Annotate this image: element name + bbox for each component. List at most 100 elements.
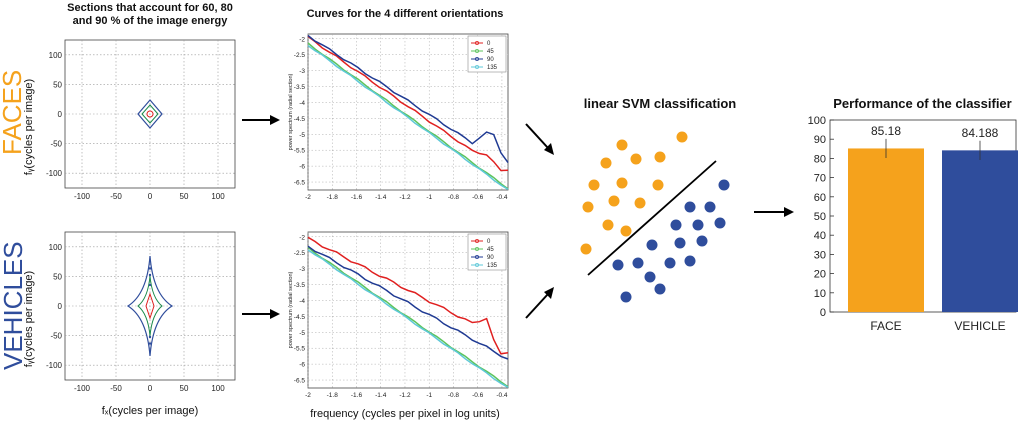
y-tick-label: -2 <box>299 234 305 241</box>
y-tick-label: 50 <box>53 80 62 89</box>
x-tick-label: -50 <box>110 384 122 393</box>
y-axis-label: power spectrum (radial section) <box>288 73 294 150</box>
legend-marker <box>475 49 479 53</box>
x-tick-label: 100 <box>211 192 225 201</box>
faces-fy-label: fᵧ(cycles per image) <box>23 78 35 176</box>
x-tick-label: -0.8 <box>448 392 460 399</box>
faces-spectrum-plot: -2 -1.8 -1.6 -1.4 -1.2 -1 -0.8 -0.6 -0.4 -2 -2.5 -3… <box>288 33 509 201</box>
y-tick-label: -4.5 <box>294 314 306 321</box>
bar-value-label: 85.18 <box>871 124 901 138</box>
x-tick-label: -100 <box>74 384 91 393</box>
y-tick-label: -6.5 <box>294 378 306 385</box>
vehicle-sample-point <box>714 217 726 229</box>
face-sample-point <box>588 179 600 191</box>
y-tick-label: -50 <box>50 140 62 149</box>
y-tick-label: -50 <box>50 332 62 341</box>
vehicle-sample-point <box>674 237 686 249</box>
face-sample-point <box>652 179 664 191</box>
sections-title-line1: Sections that account for 60, 80 <box>67 2 233 14</box>
y-tick-label: 10 <box>814 288 826 300</box>
x-tick-label: -1.8 <box>327 392 339 399</box>
fx-label: fₓ(cycles per image) <box>101 405 199 417</box>
vehicle-sample-point <box>718 179 730 191</box>
vehicle-sample-point <box>612 259 624 271</box>
x-tick-label: -1 <box>426 194 432 201</box>
y-tick-label: -2.5 <box>294 52 306 59</box>
y-tick-label: 70 <box>814 173 826 185</box>
contour-90 <box>126 255 174 357</box>
x-tick-label: -1 <box>426 392 432 399</box>
y-tick-label: 20 <box>814 269 826 281</box>
series-45 <box>307 42 509 190</box>
vehicles-spectrum-plot: -2 -1.8 -1.6 -1.4 -1.2 -1 -0.8 -0.6 -0.4 -2 -2.5 -3… <box>288 231 509 399</box>
y-tick-label: 90 <box>814 134 826 146</box>
face-sample-point <box>634 197 646 209</box>
y-tick-label: 50 <box>53 272 62 281</box>
sections-title: Sections that account for 60, 80 and 90 … <box>45 2 255 28</box>
y-tick-label: -2 <box>299 36 305 43</box>
y-tick-label: -3 <box>299 266 305 273</box>
face-sample-point <box>580 243 592 255</box>
bar-vehicle <box>942 150 1018 312</box>
y-tick-label: 100 <box>49 243 63 252</box>
legend-box <box>467 35 507 73</box>
legend-marker <box>475 57 479 61</box>
arrow-svm-to-chart <box>754 207 794 217</box>
performance-title: Performance of the classifier <box>833 96 1012 111</box>
vehicle-sample-point <box>684 201 696 213</box>
face-sample-point <box>602 219 614 231</box>
x-tick-label: -1.4 <box>375 392 387 399</box>
y-tick-label: -4 <box>299 100 305 107</box>
arrow-vehicles-to-spectrum <box>242 309 280 319</box>
series-90 <box>307 245 509 360</box>
face-sample-point <box>620 225 632 237</box>
face-sample-point <box>608 195 620 207</box>
x-tick-label: -2 <box>305 194 311 201</box>
series-135 <box>307 249 509 389</box>
contour-outlier <box>148 267 152 270</box>
legend-marker <box>475 255 479 259</box>
legend-label: 135 <box>487 263 498 269</box>
x-tick-label: 100 <box>211 384 225 393</box>
contour-outlier <box>148 273 152 277</box>
y-tick-label: -5 <box>299 132 305 139</box>
y-tick-label: -5.5 <box>294 148 306 155</box>
legend-label: 45 <box>487 247 494 253</box>
contour-90 <box>137 99 163 129</box>
y-tick-label: -5 <box>299 330 305 337</box>
legend-marker <box>475 239 479 243</box>
y-tick-label: -100 <box>46 169 63 178</box>
contour-60 <box>146 110 154 118</box>
x-tick-label: -50 <box>110 192 122 201</box>
x-tick-label: -1.6 <box>351 392 363 399</box>
x-tick-label: -0.4 <box>496 392 508 399</box>
contour-outlier <box>148 335 152 339</box>
legend-label: 90 <box>487 57 494 63</box>
x-tick-label: 50 <box>180 384 189 393</box>
x-tick-label: -1.2 <box>399 194 411 201</box>
face-sample-point <box>630 153 642 165</box>
x-tick-label: -0.6 <box>472 392 484 399</box>
bar-value-label: 84.188 <box>962 126 999 140</box>
face-sample-point <box>616 139 628 151</box>
x-tick-label: 0 <box>148 384 153 393</box>
vehicle-sample-point <box>684 255 696 267</box>
arrow-vehicles-to-svm <box>525 287 554 319</box>
x-tick-label: -1.6 <box>351 194 363 201</box>
bar-face <box>848 148 924 312</box>
decision-boundary <box>587 160 717 276</box>
y-tick-label: -100 <box>46 361 63 370</box>
x-tick-label: 50 <box>180 192 189 201</box>
series-0 <box>307 35 509 172</box>
contour-outlier <box>148 283 152 287</box>
contour-outlier <box>148 342 152 345</box>
legend-marker <box>475 247 479 251</box>
y-tick-label: 0 <box>58 110 63 119</box>
vehicles-fy-label: fᵧ(cycles per image) <box>23 270 35 368</box>
vehicle-sample-point <box>670 219 682 231</box>
vehicle-sample-point <box>632 257 644 269</box>
curves-title: Curves for the 4 different orientations <box>306 8 504 20</box>
y-tick-label: -4.5 <box>294 116 306 123</box>
vehicle-sample-point <box>654 283 666 295</box>
legend-label: 0 <box>487 239 491 245</box>
